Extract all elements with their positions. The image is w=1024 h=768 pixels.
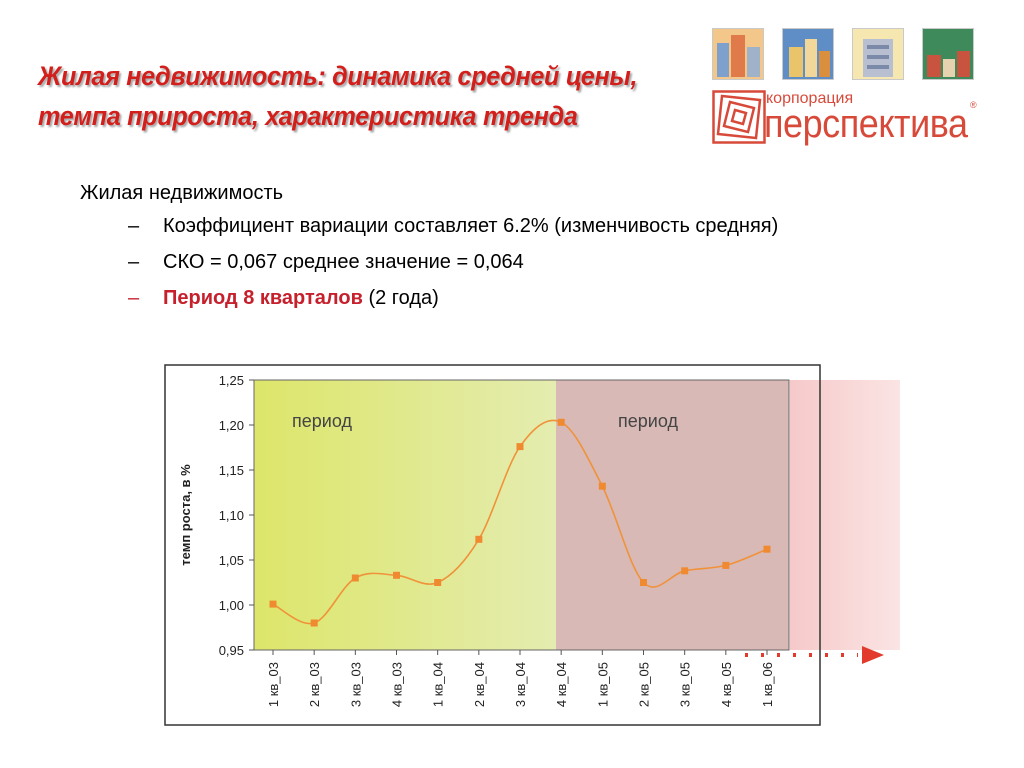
y-axis: 0,95 1,00 1,05 1,10 1,15 1,20 1,25: [219, 373, 254, 658]
y-axis-label: темп роста, в %: [178, 464, 193, 566]
x-tick-label: 3 кв_05: [678, 662, 693, 707]
x-tick-label: 1 кв_04: [431, 662, 446, 707]
x-tick-label: 2 кв_03: [307, 662, 322, 707]
header-thumbnails: [712, 28, 974, 80]
city-thumbnail-1: [712, 28, 764, 80]
y-tick-label: 0,95: [219, 643, 244, 658]
page-title: Жилая недвижимость: динамика средней цен…: [38, 56, 652, 136]
title-line-1: Жилая недвижимость: динамика средней цен…: [38, 61, 638, 91]
x-tick-label: 4 кв_04: [554, 662, 569, 707]
company-logo: [712, 90, 766, 144]
data-point: [310, 619, 318, 627]
period-1-label: период: [292, 411, 352, 431]
city-thumbnail-3: [852, 28, 904, 80]
x-tick-label: 1 кв_06: [760, 662, 775, 707]
bullet-dash: –: [128, 251, 140, 273]
logo-label: корпорация: [766, 90, 854, 107]
series-markers: [269, 418, 771, 627]
data-point: [434, 579, 442, 586]
plot-area: [253, 379, 790, 651]
y-tick-label: 1,00: [219, 598, 244, 613]
city-thumbnail-2: [782, 28, 834, 80]
x-tick-label: 4 кв_05: [719, 662, 734, 707]
x-tick-label: 2 кв_05: [637, 662, 652, 707]
bullet-item: – СКО = 0,067 среднее значение = 0,064: [80, 249, 863, 276]
x-axis: 1 кв_03 2 кв_03 3 кв_03 4 кв_03 1 кв_04 2 кв_…: [266, 650, 775, 707]
data-point: [475, 535, 483, 543]
content-heading: Жилая недвижимость: [80, 182, 284, 204]
x-tick-label: 1 кв_03: [266, 662, 281, 707]
y-tick-label: 1,25: [219, 373, 244, 388]
data-point: [763, 545, 771, 553]
y-tick-label: 1,05: [219, 553, 244, 568]
bullet-emphasis: Период 8 кварталов: [163, 287, 363, 309]
y-tick-label: 1,10: [219, 508, 244, 523]
bullet-text: СКО = 0,067 среднее значение = 0,064: [163, 251, 524, 273]
bullet-text: Коэффициент вариации составляет 6.2% (из…: [163, 215, 779, 237]
x-tick-label: 4 кв_03: [390, 662, 405, 707]
x-tick-label: 1 кв_05: [595, 662, 610, 707]
data-point: [557, 418, 565, 426]
logo-registered-mark: ®: [970, 100, 977, 110]
data-point: [681, 567, 689, 575]
bullet-item: – Коэффициент вариации составляет 6.2% (…: [80, 213, 863, 240]
series-line: [272, 419, 768, 625]
content-block: Жилая недвижимость – Коэффициент вариаци…: [80, 180, 863, 321]
forecast-band: [790, 380, 900, 650]
chart-frame: [164, 364, 821, 726]
data-point: [393, 571, 400, 579]
bullet-dash: –: [128, 215, 140, 237]
city-thumbnail-4: [922, 28, 974, 80]
x-tick-label: 3 кв_03: [348, 662, 363, 707]
x-tick-label: 3 кв_04: [513, 662, 528, 707]
data-point: [722, 561, 730, 569]
data-point: [640, 579, 647, 586]
data-point: [269, 600, 277, 608]
continuation-arrow: [745, 646, 884, 664]
data-point: [351, 574, 359, 582]
period-2-band: [556, 380, 789, 650]
data-point: [598, 482, 606, 490]
bullet-dash: –: [128, 287, 140, 309]
bullet-item: – Период 8 кварталов (2 года): [80, 285, 863, 312]
y-tick-label: 1,20: [219, 418, 244, 433]
logo-name: перспектива: [764, 102, 968, 146]
y-tick-label: 1,15: [219, 463, 244, 478]
bullet-text: (2 года): [362, 287, 439, 309]
title-line-2: темпа прироста, характеристика тренда: [38, 101, 578, 131]
period-1-band: [254, 380, 556, 650]
period-2-label: период: [618, 411, 678, 431]
x-tick-label: 2 кв_04: [472, 662, 487, 707]
data-point: [516, 443, 524, 451]
